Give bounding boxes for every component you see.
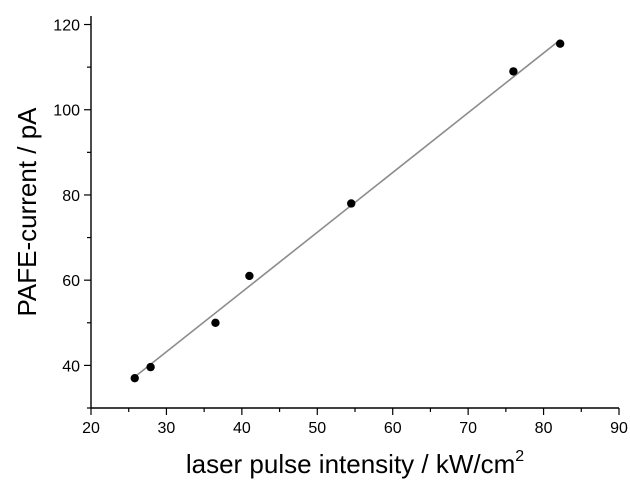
data-point [555,39,565,48]
points-layer [130,39,565,383]
x-tick-label: 40 [233,420,251,437]
x-tick-label: 20 [82,420,100,437]
y-tick-label: 100 [53,103,80,120]
axes-layer [90,16,619,409]
data-point [211,318,220,327]
y-tick-label: 80 [62,188,80,205]
x-axis-title-superscript: 2 [515,448,524,465]
x-tick-label: 70 [459,420,477,437]
x-tick-label: 60 [384,420,402,437]
x-tick-label: 30 [158,420,176,437]
data-point [509,67,518,76]
x-tick-label: 50 [308,420,326,437]
data-point [245,271,254,281]
linear-fit-line [134,39,561,378]
data-point [146,362,155,372]
x-axis-title: laser pulse intensity / kW/cm2 [186,448,524,479]
x-tick-label: 80 [535,420,553,437]
y-tick-label: 40 [62,358,80,375]
x-tick-label: 90 [610,420,628,437]
fit-layer [134,39,561,378]
data-point [130,373,139,383]
y-axis-title: PAFE-current / pA [12,107,42,317]
x-axis-title-text: laser pulse intensity / kW/cm [186,449,515,479]
ticks-layer: 20 30 40 50 60 70 80 90 40 60 80 100 120 [53,18,628,437]
y-tick-label: 60 [62,273,80,290]
y-tick-label: 120 [53,18,80,35]
data-point [347,199,356,208]
